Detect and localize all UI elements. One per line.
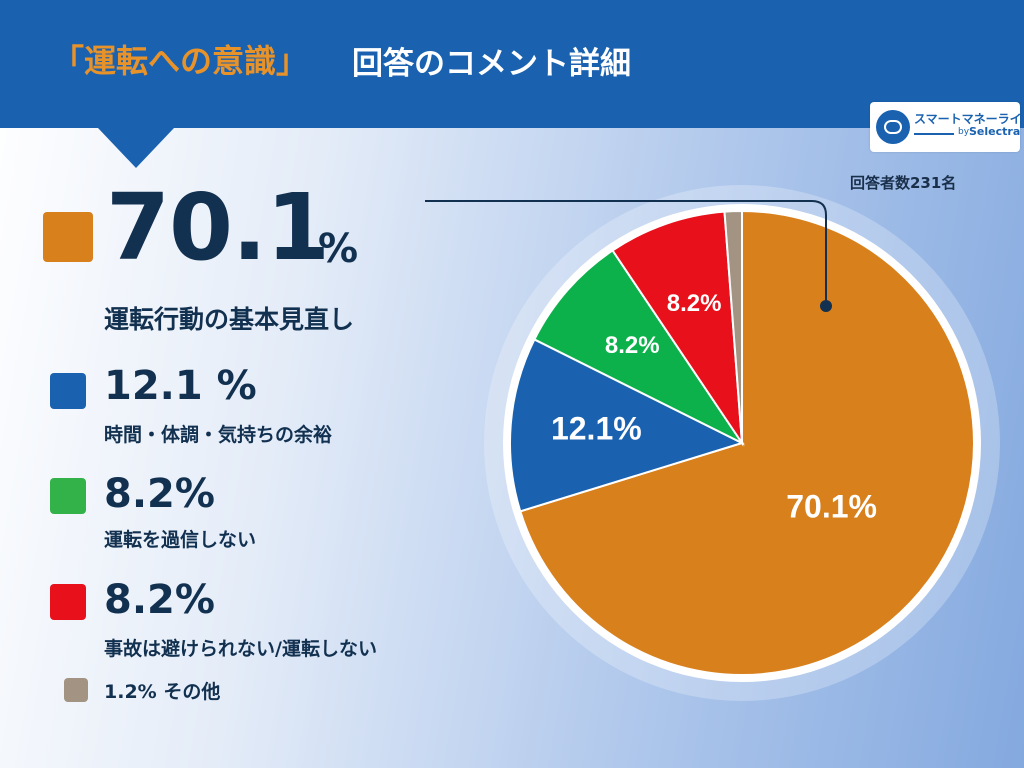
header-pointer xyxy=(98,128,174,168)
pie-data-label-1: 12.1% xyxy=(551,411,642,447)
highlight-unit: % xyxy=(318,226,359,272)
legend-swatch-4 xyxy=(64,678,88,702)
title-accent: 「運転への意識」 xyxy=(52,42,309,80)
leader-dot xyxy=(820,300,832,312)
legend-value-1: 12.1 % xyxy=(104,363,257,409)
legend-value-2: 8.2% xyxy=(104,471,215,517)
logo-by: by xyxy=(958,127,970,137)
page-title: 回答のコメント詳細 xyxy=(352,46,631,82)
legend-label-4-text: その他 xyxy=(163,681,221,703)
legend-label-3: 事故は避けられない/運転しない xyxy=(104,638,377,660)
respondent-count: 回答者数231名 xyxy=(850,174,957,192)
pie-slice-3 xyxy=(611,210,744,447)
legend-swatch-highlight xyxy=(43,212,93,262)
header-banner xyxy=(0,0,1024,128)
legend-label-2: 運転を過信しない xyxy=(104,529,257,551)
pie-slice-2 xyxy=(533,249,745,446)
highlight-value: 70.1 xyxy=(106,174,330,281)
legend-swatch-2 xyxy=(50,478,86,514)
legend-swatch-3 xyxy=(50,584,86,620)
pie-data-label-0: 70.1% xyxy=(786,489,877,525)
legend-swatch-1 xyxy=(50,373,86,409)
logo-brand: Selectra xyxy=(969,125,1021,138)
pie-slice-4 xyxy=(723,209,743,444)
logo-name: スマートマネーライフ xyxy=(914,112,1024,126)
brand-logo: スマートマネーライフ by Selectra xyxy=(870,102,1024,152)
piggy-bank-icon xyxy=(876,110,910,144)
legend-label-4: 1.2% その他 xyxy=(104,677,220,704)
pie-data-label-3: 8.2% xyxy=(667,290,722,317)
pie-data-label-2: 8.2% xyxy=(605,332,660,359)
pie-slice-0 xyxy=(519,209,975,676)
legend-label-1: 時間・体調・気持ちの余裕 xyxy=(104,424,333,446)
legend-value-4: 1.2% xyxy=(104,681,157,703)
leader-line xyxy=(425,200,827,300)
pie-slice-1 xyxy=(509,338,745,513)
highlight-label: 運転行動の基本見直し xyxy=(104,305,355,334)
legend-value-3: 8.2% xyxy=(104,577,215,623)
logo-divider xyxy=(914,133,954,135)
